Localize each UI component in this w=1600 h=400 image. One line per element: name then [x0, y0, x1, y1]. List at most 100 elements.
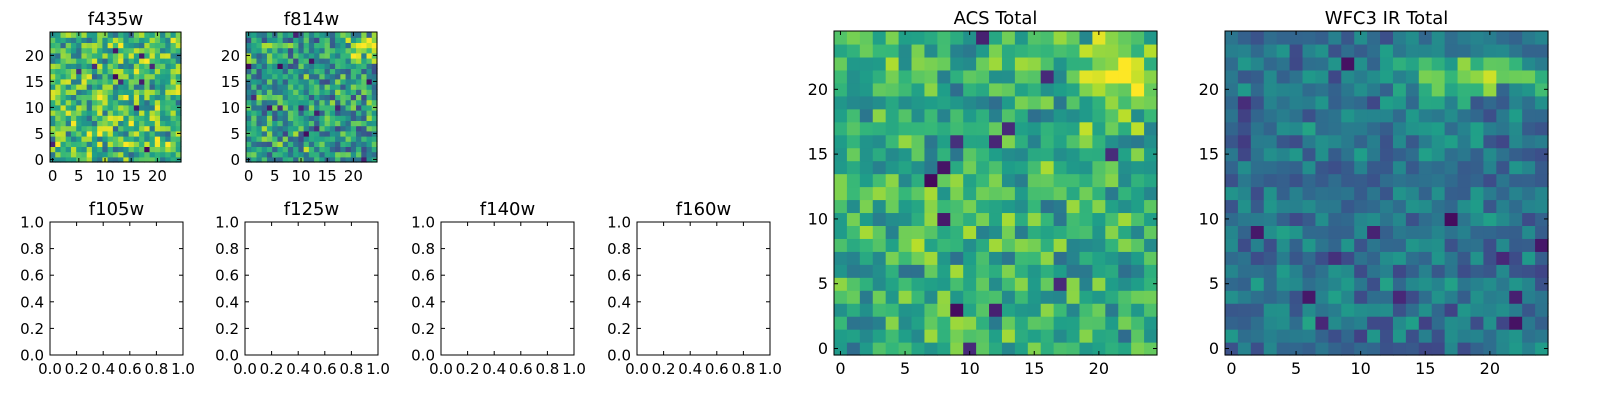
heatmap-cell: [133, 125, 140, 132]
heatmap-cell: [160, 37, 166, 43]
heatmap-cell: [1040, 199, 1055, 214]
heatmap-cell: [950, 264, 964, 278]
heatmap-cell: [282, 73, 289, 80]
heatmap-cell: [1444, 277, 1459, 291]
heatmap-cell: [1276, 290, 1291, 304]
heatmap-cell: [846, 316, 861, 330]
heatmap-cell: [118, 115, 124, 121]
heatmap-cell: [1302, 342, 1317, 356]
heatmap-cell: [282, 130, 289, 137]
heatmap-cell: [1014, 342, 1029, 356]
heatmap-cell: [350, 110, 357, 116]
heatmap-cell: [1496, 199, 1510, 214]
heatmap-cell: [139, 52, 145, 59]
heatmap-cell: [1027, 173, 1042, 188]
heatmap-cell: [1144, 121, 1158, 136]
x-tick-label: 0.4: [286, 360, 310, 378]
heatmap-cell: [50, 141, 56, 147]
heatmap-cell: [898, 69, 913, 84]
heatmap-cell: [859, 264, 874, 278]
heatmap-cell: [1405, 173, 1420, 188]
heatmap-cell: [175, 68, 182, 75]
heatmap-cell: [1250, 277, 1265, 291]
heatmap-cell: [118, 156, 124, 163]
heatmap-cell: [293, 78, 299, 85]
heatmap-cell: [1276, 69, 1291, 84]
heatmap-cell: [911, 303, 926, 317]
heatmap-cell: [118, 37, 124, 43]
heatmap-cell: [272, 130, 279, 137]
heatmap-cell: [1001, 108, 1016, 123]
heatmap-cell: [1315, 56, 1329, 71]
heatmap-cell: [282, 104, 289, 111]
heatmap-cell: [885, 121, 900, 136]
heatmap-cell: [859, 31, 874, 45]
heatmap-cell: [1509, 31, 1523, 45]
heatmap-cell: [1315, 290, 1329, 304]
heatmap-cell: [1237, 251, 1252, 265]
heatmap-cell: [1341, 329, 1355, 343]
heatmap-cell: [112, 89, 119, 95]
heatmap-cell: [885, 316, 900, 330]
heatmap-cell: [1118, 147, 1132, 162]
heatmap-cell: [1118, 186, 1132, 201]
heatmap-cell: [1066, 43, 1081, 58]
heatmap-cell: [924, 121, 938, 136]
heatmap-cell: [1250, 43, 1265, 58]
heatmap-cell: [102, 89, 109, 95]
heatmap-cell: [356, 32, 362, 38]
heatmap-cell: [1118, 69, 1132, 84]
heatmap-cell: [1040, 225, 1055, 239]
x-tick-label: 0.6: [313, 360, 337, 378]
y-tick-label: 20: [25, 47, 44, 65]
heatmap-cell: [308, 89, 315, 95]
heatmap-cell: [1237, 212, 1252, 226]
heatmap-cell: [266, 73, 273, 80]
heatmap-cell: [345, 110, 352, 116]
heatmap-cell: [1276, 31, 1291, 45]
heatmap-cell: [170, 78, 177, 85]
heatmap-cell: [898, 95, 913, 110]
heatmap-cell: [1444, 225, 1459, 239]
heatmap-cell: [1014, 95, 1029, 110]
heatmap-cell: [165, 42, 172, 49]
heatmap-cell: [133, 115, 140, 121]
heatmap-cell: [1483, 95, 1497, 110]
heatmap-cell: [872, 251, 887, 265]
heatmap-cell: [846, 342, 861, 356]
heatmap-cell: [340, 99, 347, 106]
heatmap-cell: [324, 84, 331, 90]
heatmap-cell: [133, 52, 140, 59]
heatmap-cell: [97, 32, 103, 38]
heatmap-cell: [329, 37, 336, 43]
heatmap-cell: [834, 290, 848, 304]
heatmap-cell: [371, 125, 378, 132]
heatmap-cell: [1225, 225, 1239, 239]
heatmap-cell: [1001, 238, 1016, 252]
heatmap-cell: [859, 212, 874, 226]
heatmap-cell: [1040, 316, 1055, 330]
heatmap-cell: [149, 125, 156, 132]
heatmap-cell: [319, 151, 326, 158]
heatmap-cell: [81, 110, 88, 116]
heatmap-cell: [1014, 108, 1029, 123]
heatmap-cell: [1496, 342, 1510, 356]
heatmap-cell: [60, 37, 67, 43]
heatmap-cell: [1225, 147, 1239, 162]
heatmap-cell: [1418, 160, 1433, 175]
heatmap-cell: [154, 52, 161, 59]
heatmap-cell: [272, 63, 279, 69]
heatmap-cell: [112, 156, 119, 163]
heatmap-cell: [319, 84, 326, 90]
heatmap-cell: [976, 264, 990, 278]
heatmap-cell: [170, 32, 177, 38]
heatmap-cell: [1522, 303, 1536, 317]
heatmap-cell: [1105, 108, 1119, 123]
heatmap-cell: [1053, 251, 1068, 265]
heatmap-cell: [1066, 147, 1081, 162]
heatmap-cell: [1431, 173, 1446, 188]
heatmap-cell: [859, 290, 874, 304]
heatmap-cell: [107, 104, 114, 111]
heatmap-cell: [1092, 199, 1106, 214]
heatmap-cell: [1092, 251, 1106, 265]
